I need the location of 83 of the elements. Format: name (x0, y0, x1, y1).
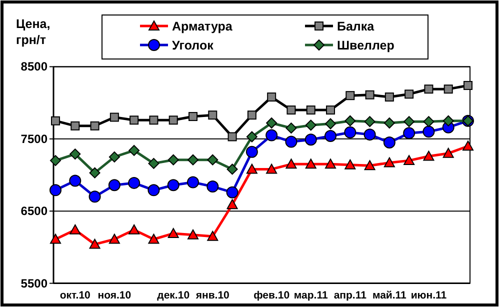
point (286, 158, 297, 169)
point (346, 91, 355, 100)
point (70, 121, 80, 130)
point (462, 140, 474, 151)
point (188, 112, 198, 122)
point (90, 121, 100, 130)
point (246, 164, 258, 174)
point (188, 229, 198, 240)
point (168, 154, 179, 166)
point (226, 164, 238, 175)
legend-label: Уголок (172, 38, 214, 52)
point (168, 116, 178, 125)
legend-label: Балка (337, 20, 376, 34)
point (207, 154, 218, 166)
point (326, 106, 335, 115)
point (89, 167, 100, 178)
point (325, 158, 336, 169)
legend-label: Арматура (172, 20, 234, 34)
point (344, 159, 356, 170)
x-tick-label: окт.10 (60, 289, 91, 302)
point (364, 160, 376, 170)
x-tick-label: ноя.10 (98, 289, 132, 302)
point (424, 84, 434, 94)
y-axis-title: Цена, грн/т (16, 17, 50, 47)
x-tick-label: май.11 (372, 289, 407, 302)
point (51, 116, 60, 126)
point (50, 155, 61, 166)
point (70, 224, 81, 234)
point (50, 234, 61, 244)
point (168, 228, 179, 238)
point (267, 92, 276, 102)
point (306, 106, 316, 115)
point (305, 120, 316, 131)
point (188, 154, 198, 166)
x-tick-label: мар.11 (294, 289, 328, 302)
point (286, 106, 296, 115)
point (226, 199, 238, 210)
point (89, 238, 100, 249)
y-tick-label: 8500 (20, 60, 48, 74)
point (444, 84, 453, 94)
y-tick-label: 6500 (20, 204, 48, 218)
point (404, 90, 414, 99)
point (228, 132, 237, 142)
x-tick-label: дек.10 (157, 289, 190, 302)
point (423, 150, 434, 161)
point (344, 115, 356, 126)
point (384, 118, 395, 129)
point (364, 116, 376, 128)
point (464, 80, 472, 90)
point (108, 234, 120, 244)
point (404, 155, 415, 166)
y-tick-label: 5500 (20, 276, 48, 290)
point (266, 164, 278, 174)
y-tick-label: 7500 (20, 132, 48, 146)
point (247, 110, 256, 120)
point (128, 144, 140, 156)
point (266, 118, 278, 129)
point (130, 116, 139, 125)
point (384, 157, 395, 168)
point (404, 116, 415, 128)
point (110, 112, 119, 122)
point (442, 115, 454, 126)
x-tick-label: янв.10 (196, 289, 230, 302)
point (305, 158, 316, 169)
legend-label: Швеллер (337, 38, 395, 52)
point (325, 118, 336, 130)
x-tick-label: апр.11 (334, 289, 367, 302)
point (128, 224, 140, 234)
x-tick-label: фев.10 (254, 289, 290, 302)
point (423, 116, 434, 128)
point (208, 110, 218, 120)
x-tick-label: июн.11 (410, 289, 447, 302)
point (286, 122, 297, 134)
point (108, 151, 120, 162)
point (148, 158, 160, 169)
point (148, 234, 160, 244)
point (384, 92, 394, 102)
point (246, 131, 258, 142)
point (365, 90, 374, 100)
point (70, 148, 81, 160)
point (149, 116, 158, 125)
point (207, 230, 218, 241)
point (442, 148, 454, 158)
